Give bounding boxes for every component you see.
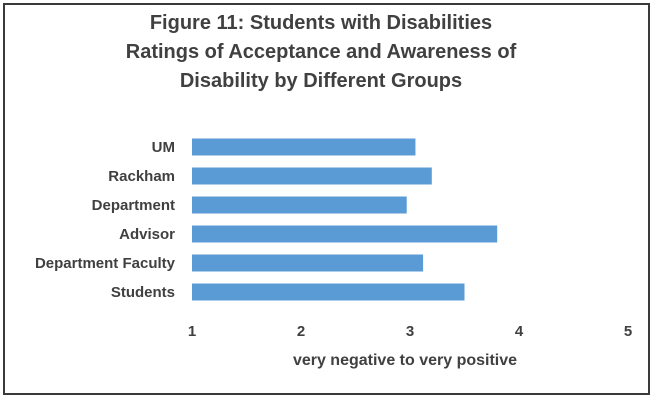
x-tick-label: 3 [406,323,414,340]
bar [192,283,465,301]
chart-title-line: Figure 11: Students with Disabilities [150,12,492,34]
category-label: Advisor [119,226,175,243]
x-tick-label: 1 [188,323,196,340]
bars [192,138,498,301]
x-tick-label: 5 [624,323,632,340]
x-axis-label: very negative to very positive [293,352,517,369]
chart-title-line: Disability by Different Groups [180,70,462,92]
category-label: Students [111,284,175,301]
category-labels: UM Rackham Department Advisor Department Fac… [35,139,176,301]
chart-title-line: Ratings of Acceptance and Awareness of [126,41,517,63]
chart-title: Figure 11: Students with Disabilities Rat… [126,12,517,92]
chart-frame: Figure 11: Students with Disabilities Rat… [3,3,650,395]
chart: Figure 11: Students with Disabilities Rat… [35,12,632,369]
category-label: Department [92,197,175,214]
bar [192,196,407,214]
bar [192,225,498,243]
bar [192,254,424,272]
bar [192,167,432,185]
x-tick-label: 2 [297,323,305,340]
category-label: Rackham [108,168,175,185]
bar [192,138,416,156]
category-label: UM [152,139,175,156]
x-tick-labels: 1 2 3 4 5 [188,323,632,340]
category-label: Department Faculty [35,255,176,272]
x-tick-label: 4 [515,323,524,340]
